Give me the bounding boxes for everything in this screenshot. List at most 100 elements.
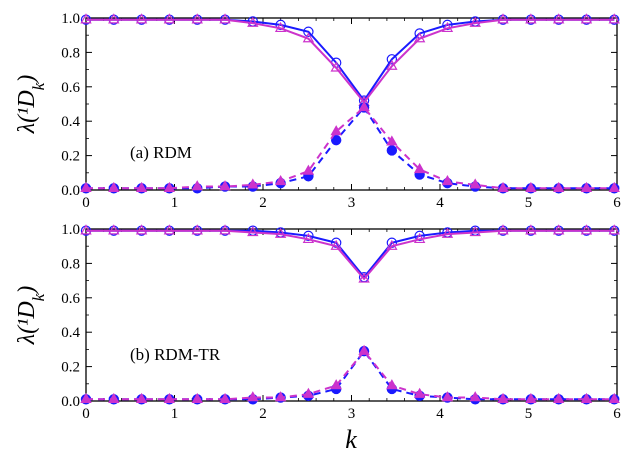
- data-point: [608, 392, 620, 403]
- data-point: [135, 181, 148, 192]
- x-tick-label: 1: [171, 406, 179, 422]
- data-point: [80, 13, 92, 24]
- data-point: [275, 19, 286, 31]
- data-point: [414, 230, 425, 242]
- data-point: [525, 13, 537, 24]
- y-tick-label: 0.4: [61, 325, 80, 341]
- x-tick-label: 6: [613, 195, 621, 211]
- y-axis-label: λ(¹Dk): [14, 75, 48, 134]
- x-tick-label: 2: [259, 406, 267, 422]
- data-point: [163, 224, 176, 235]
- series-line: [86, 18, 615, 104]
- data-point: [135, 13, 148, 24]
- data-point: [413, 232, 426, 244]
- x-tick-label: 6: [613, 406, 621, 422]
- data-point: [580, 13, 593, 24]
- series-line: [86, 229, 615, 279]
- data-point: [247, 178, 259, 189]
- x-tick-label: 0: [82, 195, 90, 211]
- data-point: [108, 13, 120, 24]
- data-point: [108, 224, 120, 235]
- data-point: [386, 145, 398, 156]
- plot-frame: [85, 17, 618, 191]
- data-point: [580, 181, 593, 192]
- data-point: [413, 32, 426, 43]
- data-point: [386, 239, 398, 250]
- data-point: [552, 13, 565, 24]
- data-point: [386, 59, 398, 70]
- x-tick-label: 3: [348, 406, 356, 422]
- data-point: [163, 392, 176, 403]
- data-point: [163, 13, 176, 24]
- data-point: [441, 227, 454, 238]
- data-point: [135, 392, 148, 403]
- y-tick-label: 0.6: [61, 291, 80, 307]
- data-point: [80, 181, 92, 192]
- x-axis-label: k: [345, 425, 357, 454]
- data-point: [497, 181, 509, 192]
- data-point: [608, 13, 620, 24]
- data-point: [442, 19, 453, 31]
- y-tick-label: 0.0: [61, 394, 80, 410]
- data-point: [330, 61, 342, 72]
- data-point: [302, 164, 315, 175]
- data-point: [608, 181, 620, 192]
- data-point: [386, 135, 398, 146]
- data-point: [108, 392, 120, 403]
- y-tick-label: 0.6: [61, 80, 80, 96]
- x-tick-label: 5: [525, 195, 533, 211]
- data-point: [441, 174, 454, 186]
- data-point: [302, 387, 315, 398]
- data-point: [135, 224, 148, 235]
- data-point: [358, 101, 370, 112]
- series-line: [86, 349, 615, 401]
- panel-label: (b) RDM-TR: [130, 345, 221, 364]
- data-point: [608, 224, 620, 235]
- data-point: [580, 392, 593, 403]
- data-point: [274, 174, 287, 186]
- data-point: [469, 391, 481, 402]
- data-point: [469, 226, 481, 237]
- series-line: [86, 106, 615, 190]
- data-point: [303, 26, 314, 37]
- data-point: [330, 125, 342, 136]
- y-tick-label: 0.8: [61, 45, 80, 61]
- y-tick-label: 0.0: [61, 183, 80, 199]
- data-point: [274, 227, 287, 238]
- x-tick-label: 4: [436, 195, 444, 211]
- x-tick-label: 1: [171, 195, 179, 211]
- data-point: [191, 224, 203, 235]
- data-point: [108, 181, 120, 192]
- data-point: [163, 181, 176, 192]
- data-point: [580, 224, 593, 235]
- data-point: [552, 392, 565, 403]
- y-axis-label: λ(¹Dk): [14, 286, 48, 345]
- x-tick-label: 4: [436, 406, 444, 422]
- data-point: [441, 21, 454, 33]
- data-point: [552, 224, 565, 235]
- panel-b: 0 1 2 3 4 5 6 0.0 0.2 0.4 0.6 0.8 1.0 λ(¹Dk) (b) RDM-T…: [14, 222, 621, 422]
- data-point: [274, 21, 287, 33]
- x-tick-label: 3: [348, 195, 356, 211]
- data-point: [469, 16, 481, 27]
- data-point: [330, 134, 342, 146]
- data-point: [219, 224, 231, 235]
- data-point: [525, 224, 537, 235]
- x-tick-label: 5: [525, 406, 533, 422]
- data-point: [413, 387, 426, 398]
- data-point: [80, 392, 92, 403]
- data-point: [552, 181, 565, 192]
- panel-label: (a) RDM: [130, 143, 192, 162]
- data-point: [330, 379, 342, 390]
- data-point: [191, 180, 203, 191]
- y-tick-label: 0.2: [61, 149, 80, 165]
- data-point: [386, 54, 398, 65]
- data-point: [497, 13, 509, 24]
- data-point: [302, 232, 315, 244]
- data-point: [274, 391, 287, 402]
- y-tick-label: 0.4: [61, 114, 80, 130]
- panel-a: 0 1 2 3 4 5 6 0.0 0.2 0.4 0.6 0.8 1.0 λ(¹Dk) (a) RDM: [14, 11, 621, 211]
- data-point: [525, 181, 537, 192]
